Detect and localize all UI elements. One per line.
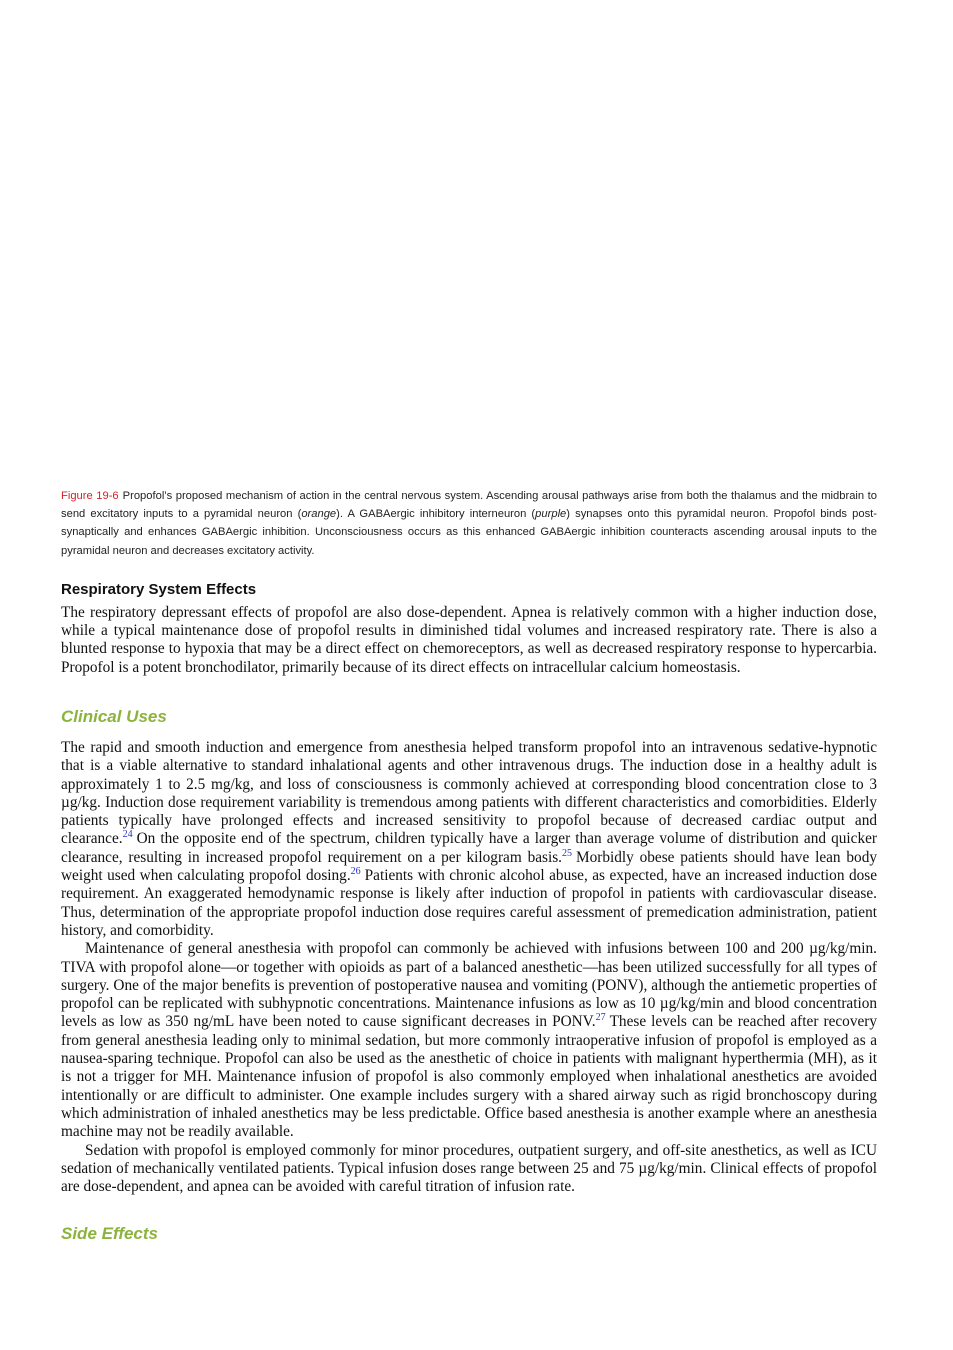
text: These levels can be reached after recove…	[61, 1013, 877, 1141]
text: ). A GABAergic inhibitory interneuron (	[336, 508, 536, 521]
figure-caption: Figure 19-6 Propofol’s proposed mechanism…	[61, 487, 877, 560]
text: Sedation with propofol is employed commo…	[61, 1141, 877, 1196]
text: The rapid and smooth induction and emerg…	[61, 739, 877, 848]
section-heading: Clinical Uses	[61, 707, 167, 726]
text: On the opposite end of the spectrum, chi…	[61, 830, 877, 866]
reference: 27	[595, 1012, 606, 1024]
figure-label: Figure 19-6	[61, 490, 119, 502]
document: Figure 19-6 Propofol’s proposed mechanism…	[61, 487, 877, 1256]
section-heading: Side Effects	[61, 1224, 159, 1244]
paragraph: Maintenance of general anesthesia with p…	[61, 940, 877, 1141]
reference: 25	[562, 847, 572, 859]
text: ) synapses onto this pyramidal neuron. P…	[61, 508, 877, 557]
reference: 26	[350, 865, 361, 877]
paragraph: The rapid and smooth induction and emerg…	[61, 739, 877, 940]
text: Propofol’s proposed mechanism of action …	[61, 490, 877, 521]
reference: 24	[122, 829, 133, 841]
paragraph: The respiratory depressant effects of pr…	[61, 603, 877, 676]
section-body: The rapid and smooth induction and emerg…	[61, 739, 877, 1196]
section-heading: Respiratory System Effects	[61, 580, 257, 598]
paragraph: Sedation with propofol is employed commo…	[61, 1142, 877, 1197]
text: Maintenance of general anesthesia with p…	[61, 940, 877, 1031]
italic-text: purple	[535, 508, 567, 521]
text: Morbidly obese patients should have lean…	[61, 848, 877, 885]
italic-text: orange	[301, 508, 337, 521]
text: Patients with chronic alcohol abuse, as …	[61, 867, 877, 939]
